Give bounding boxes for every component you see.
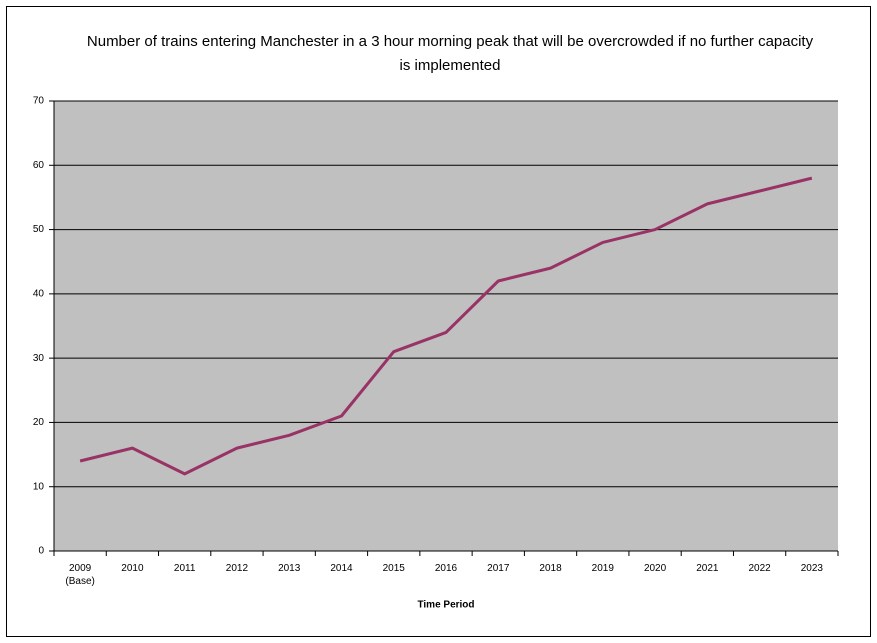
y-tick-label: 30 [33, 353, 45, 364]
x-tick-label: 2021 [696, 563, 719, 574]
y-tick-label: 20 [33, 417, 45, 428]
x-axis-label: Time Period [417, 600, 474, 611]
x-tick-label: 2018 [539, 563, 562, 574]
y-tick-label: 60 [33, 160, 45, 171]
x-tick-label: 2019 [592, 563, 615, 574]
x-tick-label: 2017 [487, 563, 510, 574]
y-tick-label: 10 [33, 481, 45, 492]
y-tick-label: 70 [33, 96, 45, 107]
y-tick-label: 0 [38, 546, 44, 557]
x-tick-label: 2010 [121, 563, 144, 574]
x-tick-label: 2012 [226, 563, 249, 574]
x-tick-label: 2020 [644, 563, 667, 574]
x-tick-label: 2014 [330, 563, 353, 574]
chart-title: Number of trains entering Manchester in … [86, 33, 814, 74]
data-line [79, 176, 813, 476]
x-tick-label: 2015 [383, 563, 406, 574]
x-tick-label: 2013 [278, 563, 301, 574]
x-tick-label: 2016 [435, 563, 458, 574]
x-tick-label: 2023 [801, 563, 824, 574]
x-tick-label: 2009 (Base) [65, 563, 94, 587]
y-tick-label: 40 [33, 288, 45, 299]
x-tick-label: 2011 [174, 563, 196, 574]
y-tick-label: 50 [33, 224, 45, 235]
plot-area [54, 101, 838, 551]
x-tick-label: 2022 [748, 563, 771, 574]
